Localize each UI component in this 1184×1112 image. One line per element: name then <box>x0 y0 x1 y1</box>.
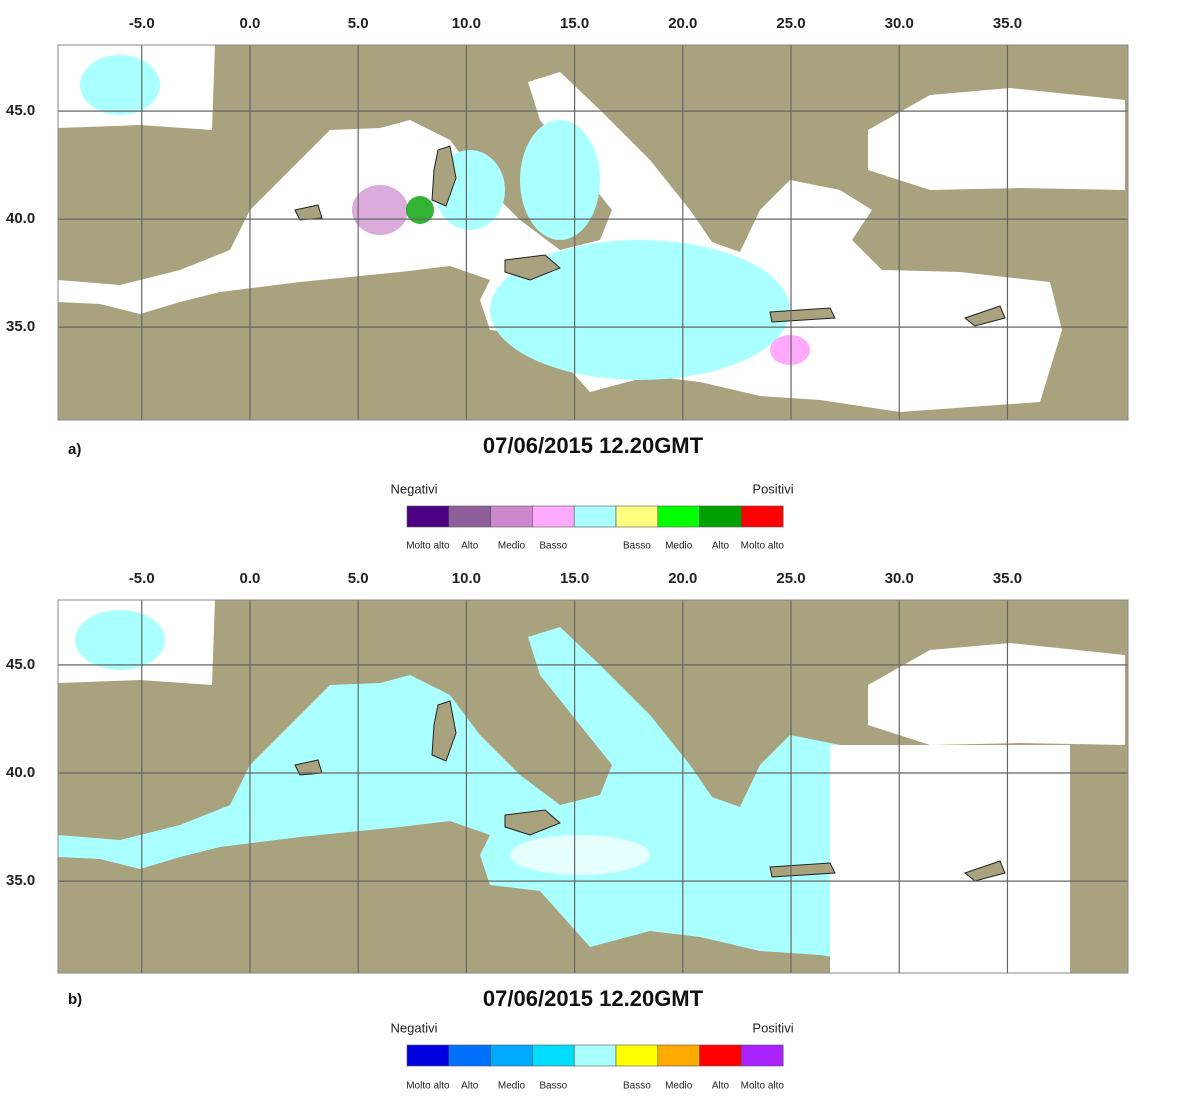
legend-swatch <box>741 505 784 528</box>
x-tick-label: 10.0 <box>452 15 481 32</box>
legend-swatch <box>406 505 450 528</box>
x-tick-label: 5.0 <box>348 570 369 587</box>
legend-label: Medio <box>498 1081 526 1092</box>
legend-swatch <box>699 1044 742 1067</box>
legend-label: Medio <box>665 1081 693 1092</box>
legend-swatch <box>699 505 742 528</box>
legend-right: Positivi <box>752 1020 793 1035</box>
x-tick-label: -5.0 <box>129 570 155 587</box>
legend-swatch <box>573 1044 617 1067</box>
map-a <box>58 45 1128 420</box>
legend-left: Negativi <box>391 481 438 496</box>
legend-label: Medio <box>498 541 526 552</box>
x-tick-label: 35.0 <box>993 15 1022 32</box>
legend-label: Molto alto <box>406 1081 450 1092</box>
legend-label: Molto alto <box>406 541 450 552</box>
panel-label: a) <box>68 441 81 458</box>
x-tick-label: 30.0 <box>885 15 914 32</box>
legend-swatch <box>657 505 700 528</box>
legend-label: Molto alto <box>741 1081 785 1092</box>
y-tick-label: 45.0 <box>6 656 35 673</box>
panel-title: 07/06/2015 12.20GMT <box>483 986 704 1011</box>
y-tick-label: 45.0 <box>6 102 35 119</box>
legend-label: Medio <box>665 541 693 552</box>
legend-label: Alto <box>712 541 730 552</box>
x-tick-label: 15.0 <box>560 15 589 32</box>
legend-label: Alto <box>461 541 479 552</box>
legend-swatch <box>573 505 617 528</box>
panel-label: b) <box>68 991 82 1008</box>
x-tick-label: 25.0 <box>776 15 805 32</box>
legend-swatch <box>448 1044 491 1067</box>
x-tick-label: 30.0 <box>885 570 914 587</box>
x-tick-label: -5.0 <box>129 15 155 32</box>
legend-swatch <box>532 505 575 528</box>
x-tick-label: 10.0 <box>452 570 481 587</box>
y-tick-label: 35.0 <box>6 318 35 335</box>
legend-label: Basso <box>539 541 567 552</box>
x-tick-label: 5.0 <box>348 15 369 32</box>
legend-label: Molto alto <box>741 541 785 552</box>
y-tick-label: 40.0 <box>6 210 35 227</box>
x-tick-label: 20.0 <box>668 15 697 32</box>
x-tick-label: 15.0 <box>560 570 589 587</box>
legend-swatch <box>615 1044 659 1067</box>
legend-swatch <box>657 1044 700 1067</box>
legend-label: Alto <box>712 1081 730 1092</box>
legend-swatch <box>448 505 491 528</box>
legend-label: Basso <box>623 541 651 552</box>
panel-title: 07/06/2015 12.20GMT <box>483 433 704 458</box>
legend-right: Positivi <box>752 481 793 496</box>
x-tick-label: 0.0 <box>240 15 261 32</box>
legend-swatch <box>741 1044 784 1067</box>
legend-left: Negativi <box>391 1020 438 1035</box>
legend-swatch <box>490 1044 533 1067</box>
legend-swatch <box>615 505 659 528</box>
map-border <box>57 599 1129 974</box>
legend-swatch <box>490 505 533 528</box>
x-tick-label: 35.0 <box>993 570 1022 587</box>
map-b <box>58 600 1128 973</box>
legend-swatch <box>532 1044 575 1067</box>
legend-label: Basso <box>623 1081 651 1092</box>
y-tick-label: 35.0 <box>6 872 35 889</box>
x-tick-label: 0.0 <box>240 570 261 587</box>
x-tick-label: 20.0 <box>668 570 697 587</box>
x-tick-label: 25.0 <box>776 570 805 587</box>
legend-label: Alto <box>461 1081 479 1092</box>
annotations: -5.0 0.0 5.0 10.0 15.0 20.0 25.0 30.0 35.0 35.0 40… <box>6 15 1129 1092</box>
legend-label: Basso <box>539 1081 567 1092</box>
y-tick-label: 40.0 <box>6 764 35 781</box>
legend-swatch <box>406 1044 450 1067</box>
map-border <box>57 44 1129 421</box>
